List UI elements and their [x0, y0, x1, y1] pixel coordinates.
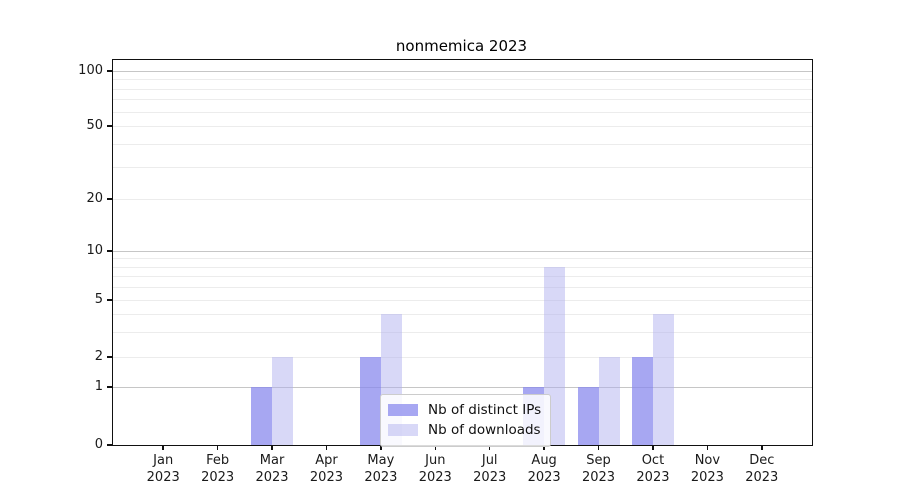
gridline-minor: [113, 300, 812, 301]
y-tick-label: 2: [94, 349, 103, 364]
x-tick-mark: [488, 445, 491, 450]
x-tick-label: Oct 2023: [636, 453, 670, 485]
legend-label-downloads: Nb of downloads: [428, 422, 541, 438]
x-tick-mark: [380, 445, 382, 450]
x-tick-mark: [706, 445, 709, 450]
bar-downloads: [272, 357, 294, 445]
bar-distinct-ips: [359, 357, 381, 445]
legend: Nb of distinct IPs Nb of downloads: [380, 394, 552, 447]
gridline-minor: [113, 79, 812, 81]
gridline-minor: [113, 126, 812, 127]
gridline-minor: [113, 357, 812, 358]
x-tick-label: Jul 2023: [473, 453, 507, 485]
gridline-minor: [113, 143, 812, 145]
gridline-major: [113, 71, 812, 72]
y-tick-label: 50: [86, 118, 103, 133]
bar-distinct-ips: [631, 357, 653, 445]
gridline-major: [113, 387, 812, 388]
y-tick-mark: [106, 125, 112, 127]
y-tick-label: 5: [94, 292, 103, 307]
x-tick-label: Apr 2023: [309, 453, 343, 485]
x-tick-mark: [597, 445, 600, 450]
gridline-minor: [113, 287, 812, 289]
gridline-minor: [113, 276, 812, 278]
x-tick-mark: [216, 445, 219, 450]
gridline-minor: [113, 313, 812, 315]
y-tick-mark: [106, 70, 112, 72]
legend-swatch-distinct-ips: [388, 404, 418, 416]
gridline-minor: [113, 111, 812, 113]
legend-label-distinct-ips: Nb of distinct IPs: [428, 402, 542, 418]
gridline-minor: [113, 331, 812, 333]
y-tick-mark: [106, 250, 112, 252]
x-tick-mark: [543, 445, 545, 450]
x-tick-label: Nov 2023: [690, 453, 724, 485]
bar-downloads: [652, 313, 674, 445]
x-tick-label: Dec 2023: [745, 453, 779, 485]
y-tick-mark: [106, 299, 112, 301]
x-tick-label: May 2023: [364, 453, 398, 485]
x-tick-label: Sep 2023: [581, 453, 616, 485]
x-tick-mark: [325, 445, 328, 450]
bar-distinct-ips: [251, 387, 273, 445]
gridline-minor: [113, 266, 812, 268]
x-tick-mark: [434, 445, 437, 450]
x-tick-mark: [271, 445, 273, 450]
y-tick-mark: [106, 356, 112, 358]
x-tick-mark: [162, 445, 164, 450]
gridline-minor: [113, 88, 812, 90]
gridline-minor: [113, 258, 812, 260]
y-tick-mark: [106, 444, 112, 446]
chart-title: nonmemica 2023: [395, 37, 528, 55]
y-tick-label: 10: [86, 243, 103, 258]
gridline-minor: [113, 199, 812, 200]
y-tick-mark: [106, 198, 112, 200]
x-tick-label: Jan 2023: [146, 453, 180, 485]
y-tick-label: 20: [86, 191, 103, 206]
bar-downloads: [598, 357, 620, 445]
legend-swatch-downloads: [388, 424, 418, 436]
gridline-major: [113, 251, 812, 252]
y-tick-label: 100: [78, 63, 103, 78]
x-tick-label: Mar 2023: [255, 453, 289, 485]
bar-distinct-ips: [577, 387, 599, 445]
x-tick-label: Jun 2023: [418, 453, 452, 485]
x-tick-label: Feb 2023: [201, 453, 235, 485]
x-tick-label: Aug 2023: [527, 453, 561, 485]
x-tick-mark: [652, 445, 654, 450]
y-tick-label: 1: [94, 379, 103, 394]
y-tick-mark: [106, 386, 112, 388]
x-tick-mark: [761, 445, 763, 450]
legend-item-downloads: Nb of downloads: [388, 420, 541, 440]
gridline-minor: [113, 166, 812, 168]
plot-area: Nb of distinct IPs Nb of downloads 100 50…: [78, 59, 813, 485]
legend-item-distinct-ips: Nb of distinct IPs: [388, 400, 541, 420]
y-tick-label: 0: [94, 437, 103, 452]
gridline-minor: [113, 99, 812, 101]
